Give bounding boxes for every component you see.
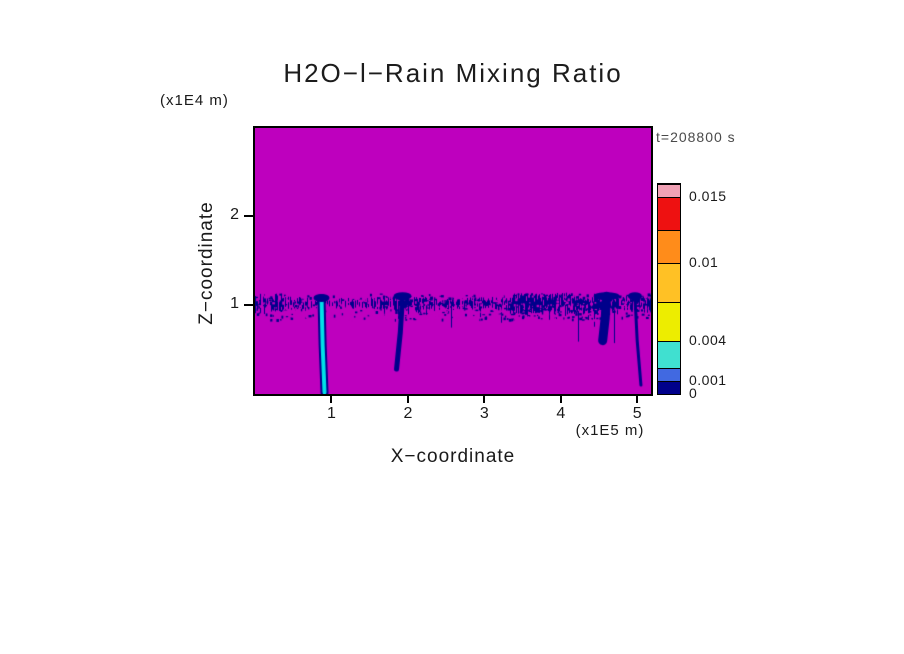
colorbar-tick-label: 0.015 bbox=[689, 188, 727, 204]
x-tick-mark bbox=[636, 396, 639, 403]
x-tick-label: 2 bbox=[403, 405, 413, 422]
colorbar-segment bbox=[658, 367, 680, 381]
colorbar-segment bbox=[658, 341, 680, 368]
x-tick-label: 3 bbox=[479, 405, 489, 422]
x-tick-mark bbox=[559, 396, 562, 403]
contour-plot-canvas bbox=[255, 128, 651, 394]
colorbar-segment bbox=[658, 380, 680, 394]
z-tick-mark bbox=[244, 215, 253, 218]
time-annotation: t=208800 s bbox=[656, 129, 736, 145]
colorbar-segment bbox=[658, 229, 680, 263]
z-tick-mark bbox=[244, 304, 253, 307]
colorbar-segment bbox=[658, 262, 680, 303]
z-tick-label: 1 bbox=[230, 295, 239, 313]
x-tick-mark bbox=[406, 396, 409, 403]
colorbar-segment bbox=[658, 183, 680, 197]
x-axis-title: X−coordinate bbox=[390, 446, 516, 467]
x-tick-label: 1 bbox=[326, 405, 336, 422]
x-tick-label: 5 bbox=[632, 405, 642, 422]
x-tick-mark bbox=[483, 396, 486, 403]
colorbar-segment bbox=[658, 302, 680, 342]
x-tick-mark bbox=[330, 396, 333, 403]
colorbar-tick-label: 0 bbox=[689, 385, 698, 401]
colorbar-segment bbox=[658, 197, 680, 230]
colorbar-tick-label: 0.01 bbox=[689, 253, 719, 270]
x-tick-label: 4 bbox=[556, 405, 566, 422]
z-axis-units-label: (x1E4 m) bbox=[160, 92, 229, 109]
colorbar-frame bbox=[657, 182, 681, 395]
z-axis-title: Z−coordinate bbox=[196, 201, 217, 325]
z-tick-label: 2 bbox=[230, 206, 239, 224]
colorbar-tick-label: 0.001 bbox=[689, 371, 727, 388]
chart-title: H2O−l−Rain Mixing Ratio bbox=[283, 58, 623, 88]
x-axis-units-label: (x1E5 m) bbox=[575, 422, 645, 439]
colorbar-tick-label: 0.004 bbox=[689, 332, 727, 349]
